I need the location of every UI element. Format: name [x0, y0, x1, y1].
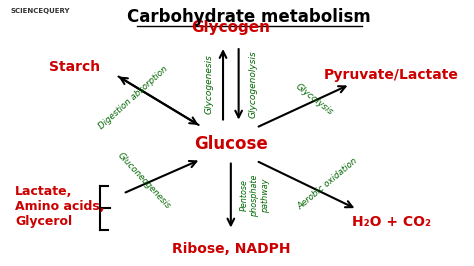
Text: Glycogenesis: Glycogenesis	[204, 54, 213, 114]
Text: Digestion absorption: Digestion absorption	[97, 65, 170, 131]
Text: Glycogenolysis: Glycogenolysis	[248, 51, 257, 118]
Text: Glycolysis: Glycolysis	[294, 82, 335, 117]
Text: Ribose, NADPH: Ribose, NADPH	[172, 242, 290, 256]
Text: Aerobic oxidation: Aerobic oxidation	[295, 156, 359, 211]
Text: H₂O + CO₂: H₂O + CO₂	[352, 215, 431, 230]
Text: SCIENCEQUERY: SCIENCEQUERY	[10, 8, 70, 14]
Text: Glycogen: Glycogen	[191, 20, 270, 35]
Text: Glucose: Glucose	[194, 135, 268, 152]
Text: Gluconeogenesis: Gluconeogenesis	[115, 151, 172, 210]
Text: Carbohydrate metabolism: Carbohydrate metabolism	[128, 8, 371, 26]
Text: Pentose
phosphate
pathway: Pentose phosphate pathway	[240, 174, 270, 217]
Text: Starch: Starch	[49, 60, 100, 74]
Text: Pyruvate/Lactate: Pyruvate/Lactate	[324, 68, 459, 82]
Text: Lactate,
Amino acids,
Glycerol: Lactate, Amino acids, Glycerol	[15, 185, 105, 228]
